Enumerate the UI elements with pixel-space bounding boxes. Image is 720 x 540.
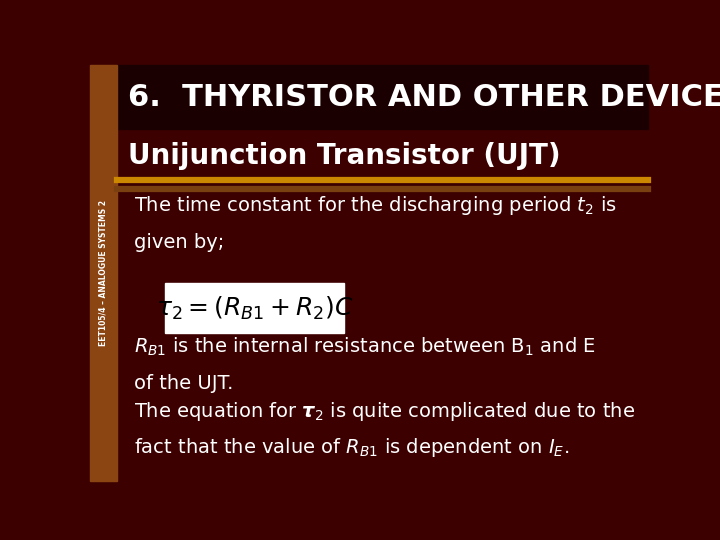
Bar: [90, 65, 117, 481]
Text: fact that the value of $R_{B1}$ is dependent on $I_E$.: fact that the value of $R_{B1}$ is depen…: [133, 436, 569, 458]
Text: of the UJT.: of the UJT.: [133, 374, 233, 393]
Text: $\tau_2 = \left(R_{B1} + R_2\right)C$: $\tau_2 = \left(R_{B1} + R_2\right)C$: [156, 294, 354, 322]
FancyBboxPatch shape: [166, 283, 344, 333]
Text: The equation for $\boldsymbol{\tau}_2$ is quite complicated due to the: The equation for $\boldsymbol{\tau}_2$ i…: [133, 400, 634, 423]
Text: The time constant for the discharging period $t_2$ is: The time constant for the discharging pe…: [133, 193, 616, 217]
Text: $R_{B1}$ is the internal resistance between B$_1$ and E: $R_{B1}$ is the internal resistance betw…: [133, 336, 595, 358]
Text: EET105/4 – ANALOGUE SYSTEMS 2: EET105/4 – ANALOGUE SYSTEMS 2: [99, 200, 108, 346]
Bar: [117, 65, 648, 129]
Text: Unijunction Transistor (UJT): Unijunction Transistor (UJT): [128, 142, 561, 170]
Text: given by;: given by;: [133, 233, 224, 252]
Text: 6.  THYRISTOR AND OTHER DEVICES: 6. THYRISTOR AND OTHER DEVICES: [128, 83, 720, 112]
